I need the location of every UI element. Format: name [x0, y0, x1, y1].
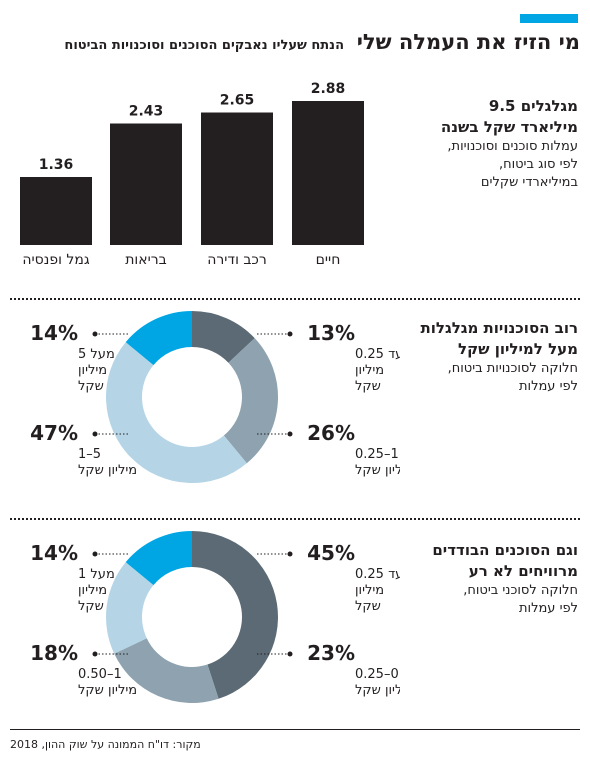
bar-value-label-0: 2.88	[311, 81, 346, 97]
bar-category-label-0: חיים	[316, 252, 341, 268]
agencies-title-line1: רוב הסוכנויות מגלגלות	[420, 319, 578, 337]
donut-range-label-1-1: מיליון שקל	[355, 463, 400, 478]
donut-leader-dot-0	[287, 551, 293, 557]
donut-slice-0	[192, 311, 255, 363]
donut-slice-1	[223, 338, 278, 464]
bars-title-line2: מיליארד שקל בשנה	[440, 118, 578, 136]
donut-range-label-1-0: 1–0.25	[355, 447, 399, 462]
donut-range-label-0-1: מיליון	[355, 363, 384, 378]
donut-range-label-0-0: עד 0.25	[355, 567, 400, 582]
donut-slice-2	[106, 562, 154, 654]
bar-2	[110, 123, 182, 245]
agencies-title-line2: מעל למיליון שקל	[458, 340, 578, 358]
agencies-desc-line2: לפי עמלות	[519, 379, 578, 394]
bars-desc-line3: במיליארדי שקלים	[480, 175, 578, 190]
agents-title-line2: מרוויחים לא רע	[468, 562, 578, 580]
donut-range-label-3-2: שקל	[78, 379, 104, 394]
donut-range-label-3-2: שקל	[78, 599, 104, 614]
donut-slice-3	[125, 311, 192, 366]
agents-desc-line1: חלוקה לסוכני ביטוח,	[463, 583, 578, 598]
donut-leader-dot-1	[287, 431, 293, 437]
bars-desc-line1: עמלות סוכנים וסוכנויות,	[447, 139, 578, 154]
donut-pct-label-0: 13%	[307, 321, 355, 345]
bar-chart: 2.88 חיים 2.65 רכב ודירה 2.43 בריאות 1.36 גמל ו…	[20, 81, 364, 268]
donut-range-label-2-0: 1–0.50	[78, 667, 122, 682]
agents-title-line1: וגם הסוכנים הבודדים	[432, 541, 578, 559]
donut-range-label-0-2: שקל	[355, 599, 381, 614]
donut-range-label-0-0: עד 0.25	[355, 347, 400, 362]
donut-pct-label-3: 14%	[30, 541, 78, 565]
donut-pct-label-2: 18%	[30, 641, 78, 665]
divider-2	[10, 518, 580, 520]
donut-pct-label-2: 47%	[30, 421, 78, 445]
donut-leader-dot-3	[92, 331, 98, 337]
donut-pct-label-1: 23%	[307, 641, 355, 665]
donut-leader-dot-2	[92, 651, 98, 657]
donut-range-label-3-0: מעל 5	[78, 347, 115, 362]
donut-range-label-3-1: מיליון	[78, 363, 107, 378]
bars-section-text: מגלגלים 9.5 מיליארד שקל בשנה עמלות סוכני…	[413, 96, 578, 192]
donut-range-label-2-1: מיליון שקל	[78, 683, 137, 698]
bar-category-label-2: בריאות	[125, 252, 167, 268]
donut-slice-1	[114, 638, 219, 703]
donut-range-label-3-0: מעל 1	[78, 567, 115, 582]
donut-range-label-1-1: מיליון שקל	[355, 683, 400, 698]
donut-leader-dot-3	[92, 551, 98, 557]
divider-1	[10, 298, 580, 300]
donut-leader-dot-2	[92, 431, 98, 437]
donut-pct-label-3: 14%	[30, 321, 78, 345]
bars-title-line1: מגלגלים 9.5	[488, 97, 578, 115]
donut-range-label-2-0: 5–1	[78, 447, 101, 462]
header-accent-bar	[520, 14, 578, 23]
page-title: מי הזיז את העמלה שלי	[356, 30, 580, 54]
agents-section-text: וגם הסוכנים הבודדים מרוויחים לא רע חלוקה…	[383, 540, 578, 618]
donut-range-label-0-1: מיליון	[355, 583, 384, 598]
bars-desc-line2: לפי סוג ביטוח,	[498, 157, 578, 172]
donut-range-label-3-1: מיליון	[78, 583, 107, 598]
bar-value-label-2: 2.43	[129, 104, 164, 120]
donut-slice-0	[192, 531, 278, 699]
donut-pct-label-0: 45%	[307, 541, 355, 565]
donut-range-label-0-2: שקל	[355, 379, 381, 394]
footer-rule	[10, 729, 580, 730]
donut-range-label-1-0: 0.50–0.25	[355, 667, 400, 682]
donut-leader-dot-1	[287, 651, 293, 657]
page-subtitle: הנתח שעליו נאבקים הסוכנים וסוכנויות הביט…	[64, 38, 344, 53]
bar-category-label-3: גמל ופנסיה	[22, 252, 89, 268]
bar-0	[292, 101, 364, 245]
bar-1	[201, 112, 273, 245]
agents-desc-line2: לפי עמלות	[519, 601, 578, 616]
donut-slice-3	[125, 531, 192, 586]
donut-pct-label-1: 26%	[307, 421, 355, 445]
agencies-desc-line1: חלוקה לסוכנויות ביטוח,	[447, 361, 578, 376]
agencies-section-text: רוב הסוכנויות מגלגלות מעל למיליון שקל חל…	[383, 318, 578, 396]
bar-value-label-1: 2.65	[220, 93, 255, 109]
donut-slice-2	[106, 342, 247, 484]
bar-value-label-3: 1.36	[39, 157, 74, 173]
donut-range-label-2-1: מיליון שקל	[78, 463, 137, 478]
bar-category-label-1: רכב ודירה	[207, 252, 267, 268]
bar-3	[20, 177, 92, 245]
donut-leader-dot-0	[287, 331, 293, 337]
source-note: מקור: דו"ח הממונה על שוק ההון, 2018	[10, 738, 201, 751]
